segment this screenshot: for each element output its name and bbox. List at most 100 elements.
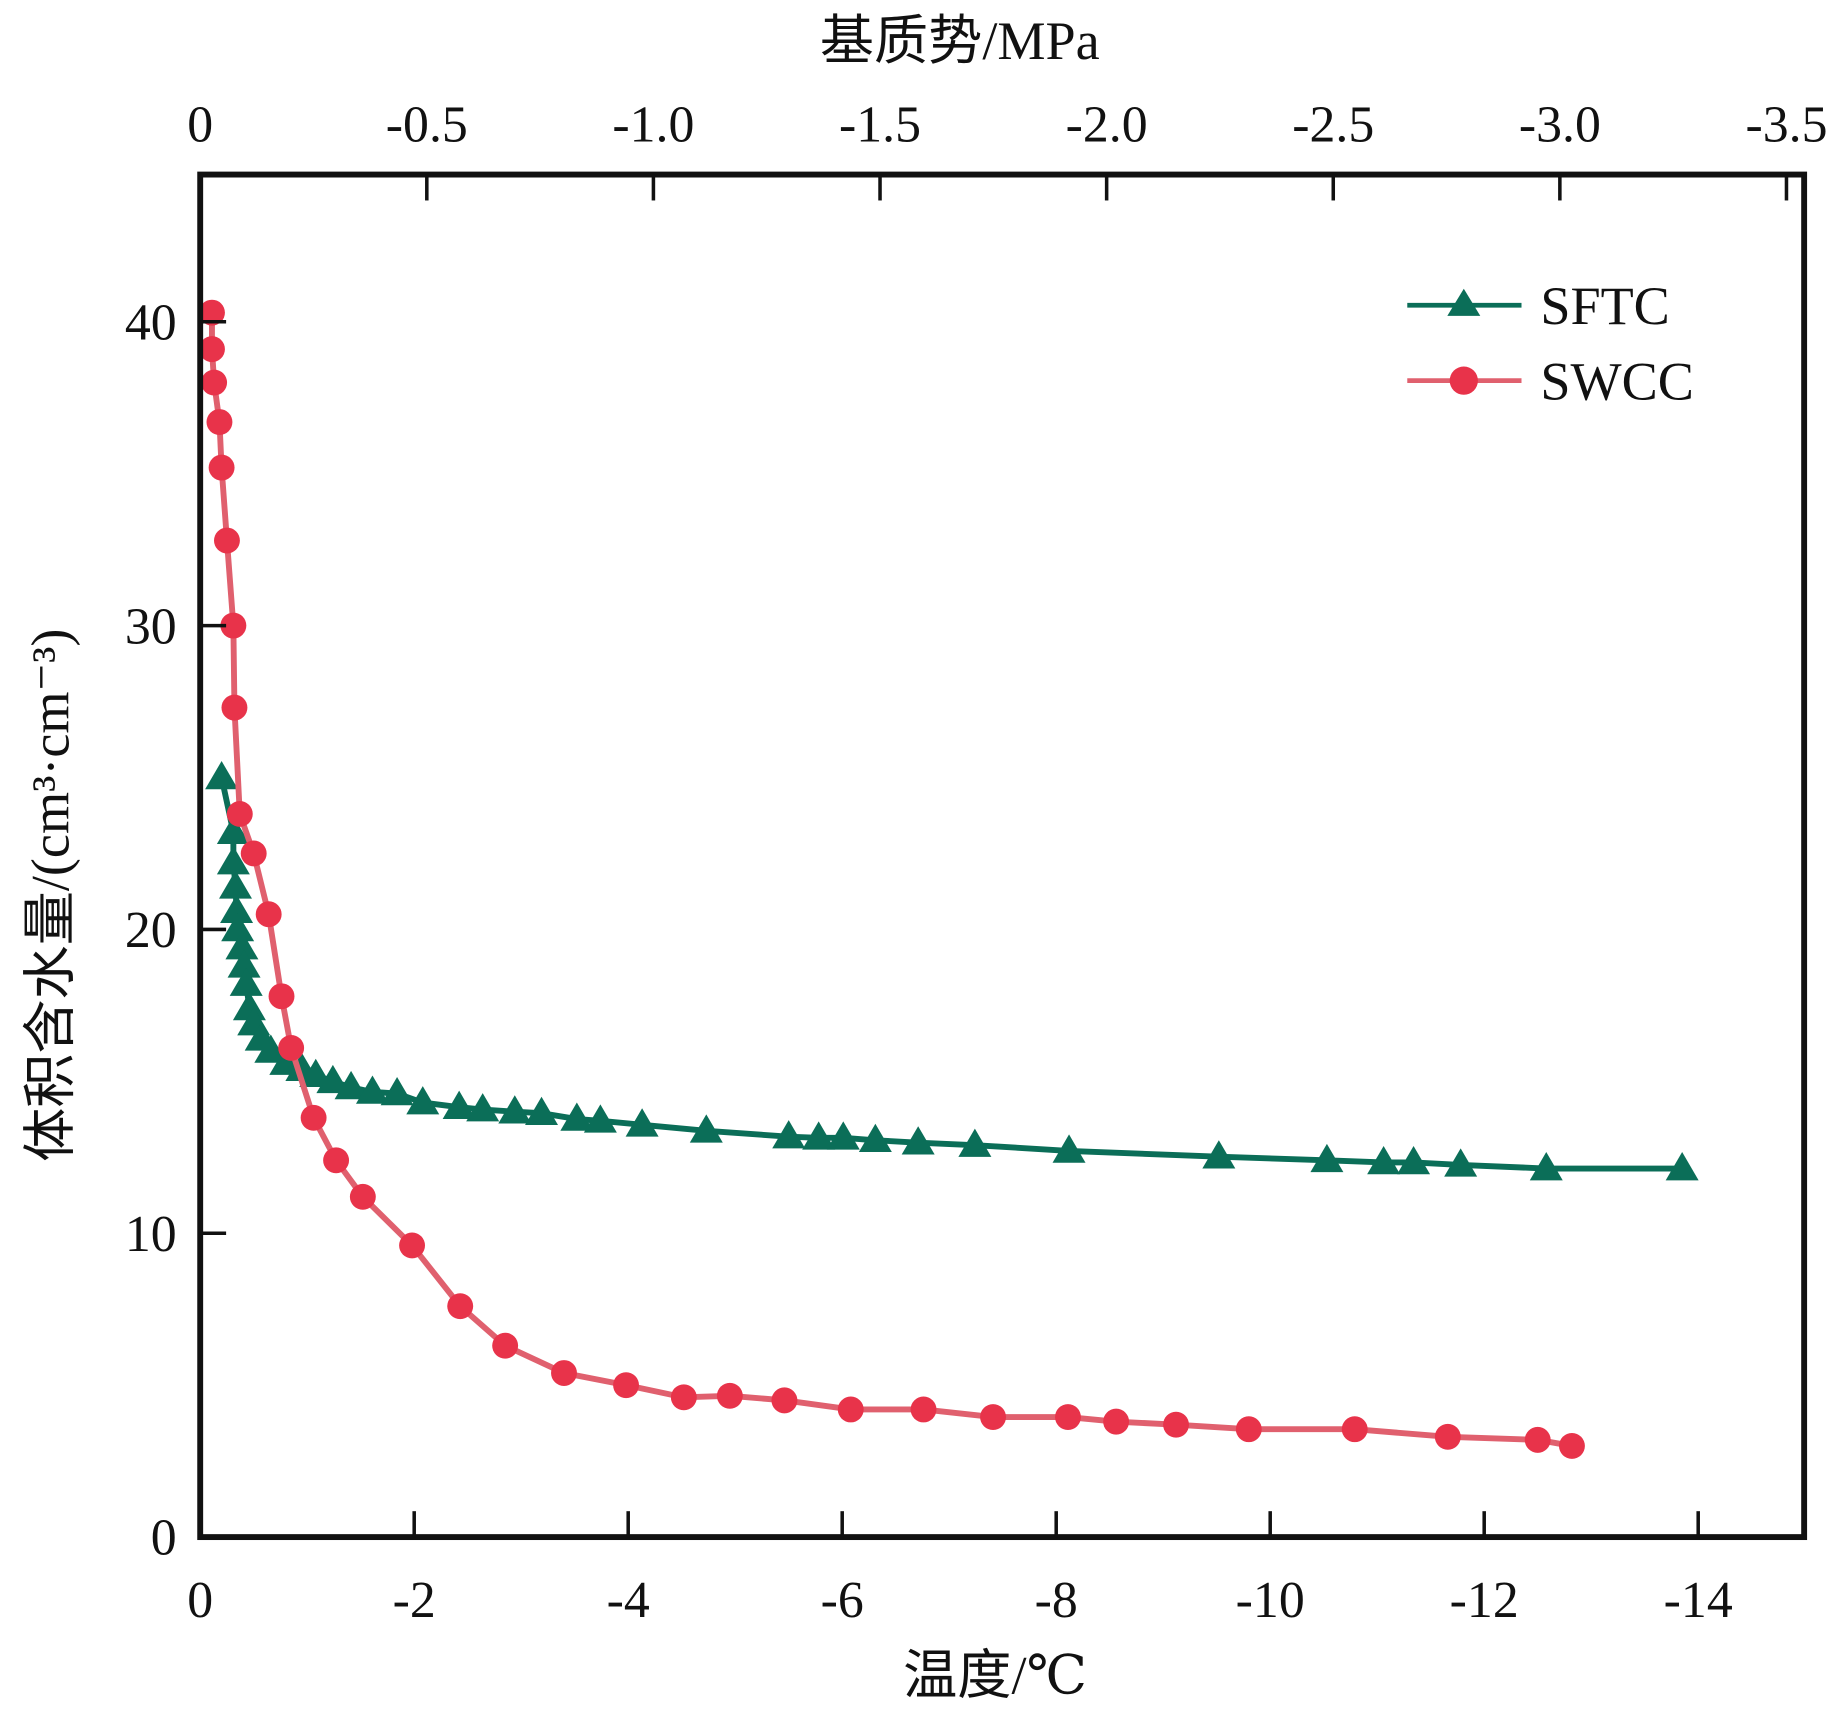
- x2-tick-label: -2.0: [1066, 97, 1148, 154]
- sftc-point: [958, 1128, 992, 1157]
- swcc-point: [1055, 1404, 1081, 1431]
- sftc-point: [1310, 1143, 1344, 1173]
- sftc-point: [583, 1104, 617, 1133]
- swcc-point: [1524, 1426, 1551, 1453]
- sftc-point: [560, 1102, 594, 1131]
- sftc-point: [1202, 1140, 1236, 1169]
- x-tick-label: -14: [1664, 1572, 1733, 1629]
- legend-sftc-label: SFTC: [1540, 276, 1669, 336]
- sftc-point: [802, 1121, 836, 1150]
- sftc-point: [625, 1108, 659, 1137]
- swcc-point: [240, 840, 267, 867]
- ticks: 0 -2 -4 -6 -8 -10 -12 -14 0 -0.5 -1.0 -1.5 -2.0 -2.5 -…: [125, 97, 1828, 1630]
- x-tick-label: -6: [821, 1572, 864, 1629]
- sftc-point: [858, 1123, 892, 1153]
- swcc-point: [980, 1404, 1007, 1431]
- plot-frame: [197, 171, 1808, 1541]
- swcc-point: [199, 336, 225, 363]
- sftc-point: [232, 991, 266, 1021]
- sftc-point: [355, 1075, 389, 1104]
- swcc-point: [201, 369, 228, 396]
- x2-tick-label: -0.5: [386, 97, 468, 154]
- sftc-point: [901, 1126, 935, 1155]
- x-axis-label: 温度/℃: [903, 1646, 1087, 1706]
- swcc-point: [1341, 1416, 1368, 1443]
- x-tick-label: 0: [187, 1572, 213, 1629]
- sftc-point: [205, 761, 239, 790]
- sftc-point: [442, 1090, 476, 1119]
- y-tick-label: 20: [125, 902, 177, 959]
- legend: SFTC SWCC: [1407, 276, 1694, 411]
- swcc-point: [670, 1384, 697, 1411]
- x-tick-label: -8: [1035, 1572, 1078, 1629]
- sftc-point: [1367, 1145, 1401, 1175]
- swcc-point: [213, 527, 240, 554]
- sftc-point: [466, 1093, 500, 1122]
- x-tick-label: -2: [393, 1572, 436, 1629]
- swcc-point: [771, 1387, 798, 1414]
- sftc-point: [227, 949, 261, 978]
- swcc-point: [837, 1396, 864, 1423]
- sftc-point: [254, 1034, 288, 1063]
- sftc-point: [380, 1077, 414, 1106]
- y-tick-label: 40: [125, 294, 177, 351]
- x2-tick-label: -3.0: [1519, 97, 1601, 154]
- sftc-point: [299, 1058, 333, 1088]
- swcc-point: [492, 1332, 519, 1359]
- x-tick-label: -12: [1450, 1572, 1519, 1629]
- x2-tick-label: -1.0: [612, 97, 694, 154]
- swcc-point: [1103, 1408, 1130, 1435]
- swcc-point: [255, 901, 282, 928]
- x-tick-label: -4: [607, 1572, 650, 1629]
- y-axis-label: 体积含水量/(cm³·cm⁻³): [20, 629, 80, 1162]
- swcc-point: [551, 1360, 577, 1386]
- sftc-point: [221, 912, 255, 942]
- swcc-point: [199, 299, 225, 326]
- x-tick-label: -10: [1236, 1572, 1305, 1629]
- swcc-point: [1163, 1411, 1189, 1438]
- sftc-point: [1397, 1145, 1431, 1175]
- sftc-point: [219, 870, 252, 899]
- x2-axis-label: 基质势/MPa: [820, 11, 1100, 71]
- x2-tick-label: 0: [187, 97, 213, 154]
- swcc-point: [278, 1034, 305, 1061]
- swcc-point: [716, 1382, 743, 1409]
- x2-tick-label: -2.5: [1292, 97, 1374, 154]
- legend-swcc-label: SWCC: [1540, 351, 1693, 411]
- sftc-point: [220, 894, 254, 923]
- swcc-point: [1235, 1416, 1262, 1443]
- swcc-point: [226, 801, 253, 827]
- series-layer: [199, 299, 1699, 1459]
- sftc-line: [218, 776, 1683, 1172]
- sftc-point: [1052, 1134, 1086, 1163]
- sftc-point: [406, 1086, 440, 1115]
- legend-swcc-marker: [1449, 366, 1478, 395]
- sftc-point: [1444, 1148, 1478, 1177]
- swcc-point: [910, 1396, 937, 1423]
- swcc-point: [208, 454, 235, 481]
- sftc-point: [498, 1095, 532, 1124]
- sftc-point: [826, 1121, 860, 1150]
- swcc-point: [220, 612, 247, 639]
- swcc-point: [1558, 1432, 1585, 1459]
- legend-sftc-marker: [1447, 288, 1481, 316]
- swcc-point: [221, 694, 248, 721]
- x2-tick-label: -3.5: [1745, 97, 1827, 154]
- swcc-line: [209, 312, 1573, 1449]
- sftc-point: [1665, 1152, 1699, 1181]
- sftc-point: [689, 1114, 723, 1143]
- swcc-point: [268, 983, 295, 1010]
- y-tick-label: 0: [151, 1510, 177, 1567]
- x2-tick-label: -1.5: [839, 97, 921, 154]
- sftc-point: [772, 1120, 806, 1149]
- swcc-point: [399, 1232, 426, 1259]
- swcc-point: [613, 1372, 640, 1399]
- swcc-point: [349, 1183, 376, 1210]
- sftc-point: [525, 1096, 559, 1126]
- y-tick-label: 30: [125, 598, 177, 655]
- swcc-point: [447, 1293, 474, 1320]
- sftc-point: [316, 1064, 350, 1094]
- sftc-point: [229, 967, 263, 996]
- sftc-point: [334, 1070, 368, 1100]
